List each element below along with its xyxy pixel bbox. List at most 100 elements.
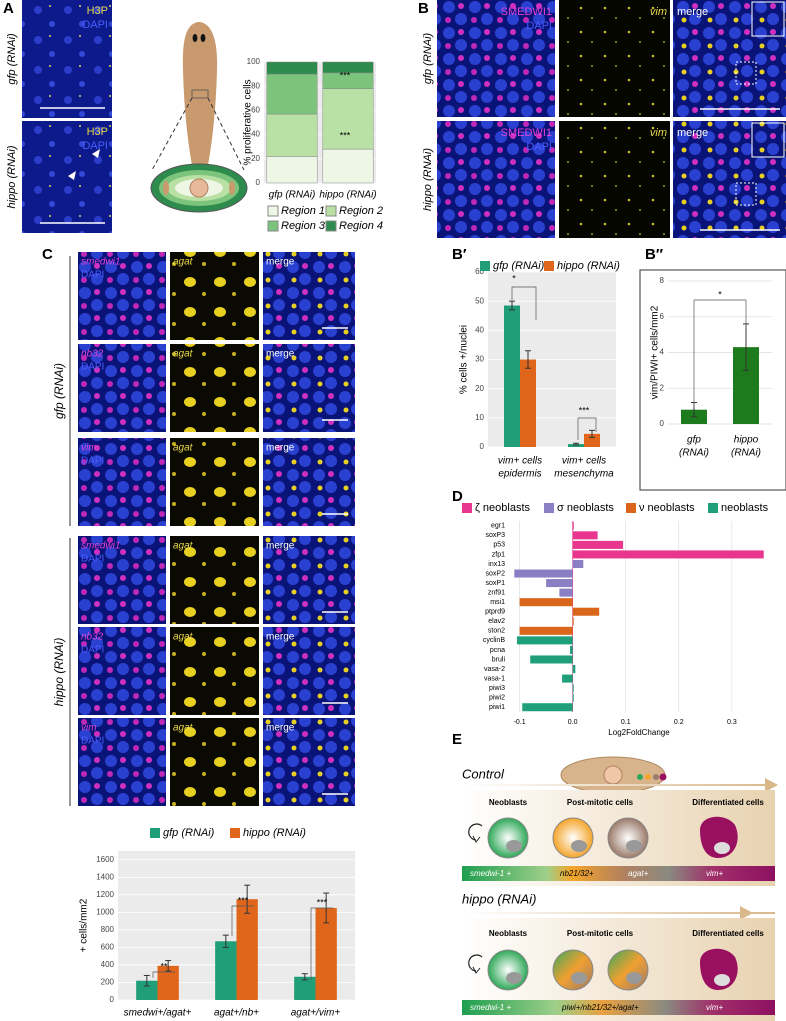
stain-label: agat — [173, 632, 194, 643]
y-tick-label: msi1 — [490, 599, 505, 606]
bar — [572, 559, 584, 568]
micrograph — [559, 121, 670, 238]
legend-label: Region 1 — [281, 205, 325, 217]
bracket — [693, 299, 747, 408]
y-tick-label: 1600 — [96, 855, 114, 864]
bar — [519, 626, 573, 635]
stain-label: DAPI — [81, 736, 104, 747]
stain-label: DAPI — [81, 554, 104, 565]
x-tick-label: epidermis — [498, 469, 541, 480]
y-tick-label: 400 — [101, 960, 115, 969]
y-tick-label: soxP1 — [486, 580, 506, 587]
legend-label: Region 2 — [339, 205, 383, 217]
worm-diagram — [150, 22, 248, 213]
legend-swatch — [230, 828, 240, 838]
stain-label: vim — [650, 127, 667, 139]
legend-swatch — [480, 261, 490, 271]
y-tick-label: 1000 — [96, 907, 114, 916]
panel-label: D — [452, 488, 463, 505]
significance: * — [512, 273, 516, 283]
bar — [315, 907, 337, 1000]
micrograph — [437, 0, 555, 117]
panel-frame — [639, 269, 786, 491]
bar — [266, 73, 318, 115]
micrograph — [559, 0, 670, 117]
bar — [322, 88, 374, 150]
stain-label: SMEDWI1 — [501, 127, 552, 139]
legend-label: neoblasts — [721, 502, 769, 514]
marker-label: piwi+/nb21/32+/agat+ — [561, 1003, 639, 1012]
y-axis-label: + cells/mm2 — [79, 898, 90, 952]
panel-label: C — [42, 246, 53, 263]
legend-swatch — [544, 503, 554, 513]
stain-label: merge — [677, 127, 708, 139]
condition-label: gfp (RNAi) — [422, 32, 434, 84]
legend-label: ζ neoblasts — [475, 502, 530, 514]
x-tick-label: agat+/vim+ — [291, 1008, 341, 1019]
bar — [570, 645, 573, 654]
panel-label: B″ — [645, 246, 663, 263]
x-tick-label: smedwi+/agat+ — [124, 1008, 192, 1019]
y-tick-label: egr1 — [491, 523, 505, 530]
panel-label: B — [418, 0, 429, 17]
plot-background — [509, 521, 769, 712]
y-tick-label: piwi2 — [489, 695, 505, 702]
legend-swatch — [544, 261, 554, 271]
y-tick-label: 50 — [475, 296, 484, 305]
legend-label: hippo (RNAi) — [557, 260, 620, 272]
stain-label: nb32 — [81, 349, 104, 360]
micrograph — [78, 627, 166, 715]
micrograph — [263, 252, 355, 340]
inset — [751, 122, 785, 158]
y-tick-label: znf91 — [488, 589, 505, 596]
condition-label: hippo (RNAi) — [462, 891, 536, 906]
bracket — [231, 905, 254, 936]
model-diagram — [462, 756, 778, 1021]
significance: * — [718, 289, 722, 299]
stain-label: H3P — [87, 126, 108, 138]
stain-label: H3P — [87, 5, 108, 17]
stain-label: merge — [677, 6, 708, 18]
micrograph — [263, 718, 355, 806]
bar — [584, 433, 600, 447]
significance: *** — [340, 70, 351, 80]
inset — [751, 1, 785, 37]
arrowhead — [92, 149, 100, 158]
stain-label: SMEDWI1 — [501, 6, 552, 18]
legend-swatch — [325, 220, 337, 232]
x-tick-label: -0.1 — [514, 719, 526, 726]
stage-label: Differentiated cells — [692, 798, 764, 807]
condition-label: hippo (RNAi) — [6, 145, 18, 208]
bar — [322, 61, 374, 74]
micrograph — [78, 718, 166, 806]
group-label: hippo (RNAi) — [52, 638, 66, 707]
y-tick-label: 10 — [475, 413, 484, 422]
stain-label: merge — [266, 349, 295, 360]
stain-label: smedwi1 — [81, 541, 120, 552]
micrograph — [170, 344, 259, 432]
y-tick-label: cyclinB — [483, 637, 506, 644]
stage-label: Neoblasts — [489, 798, 528, 807]
legend-swatch — [626, 503, 636, 513]
x-tick-label: vim+ cells — [562, 456, 606, 467]
bar — [572, 540, 624, 549]
y-tick-label: 8 — [660, 276, 665, 285]
legend-label: gfp (RNAi) — [163, 827, 215, 839]
micrograph — [78, 438, 166, 526]
stage-label: Post-mitotic cells — [567, 929, 634, 938]
stain-label: DAPI — [81, 362, 104, 373]
bar — [266, 113, 318, 157]
bar — [572, 521, 574, 530]
stain-label: DAPI — [526, 20, 552, 32]
marker-label: agat+ — [628, 869, 649, 878]
stain-label: DAPI — [81, 270, 104, 281]
panel-label: A — [3, 0, 14, 17]
y-axis-label: % proliferative cells — [243, 79, 254, 165]
stain-label: DAPI — [81, 645, 104, 656]
marker-label: vim+ — [706, 869, 723, 878]
legend-label: hippo (RNAi) — [243, 827, 306, 839]
condition-label: gfp (RNAi) — [6, 33, 18, 85]
bar — [520, 359, 536, 447]
y-tick-label: 60 — [475, 267, 484, 276]
stain-label: DAPI — [526, 141, 552, 153]
